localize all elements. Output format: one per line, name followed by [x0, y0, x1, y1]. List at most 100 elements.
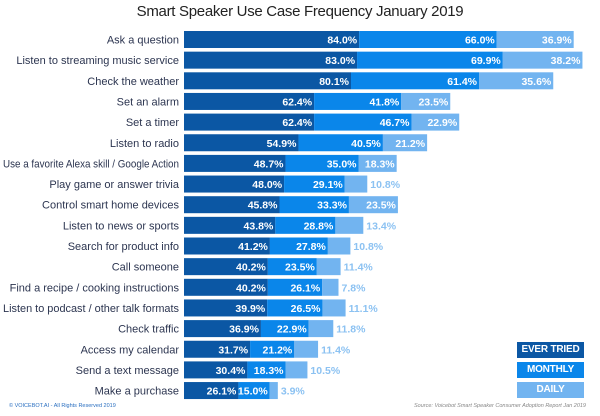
category-label: Make a purchase	[95, 386, 179, 398]
data-label: 54.9%	[267, 138, 297, 150]
data-label: 23.5%	[366, 200, 396, 212]
data-label: 41.8%	[369, 96, 399, 108]
data-label: 15.0%	[238, 386, 268, 398]
data-label: 3.9%	[281, 386, 306, 398]
bar-monthly	[314, 113, 412, 131]
bar-ever-tried	[184, 31, 360, 48]
bar-daily	[316, 258, 341, 276]
category-label: Check traffic	[118, 324, 179, 336]
category-label: Ask a question	[107, 35, 179, 47]
data-label: 31.7%	[218, 344, 248, 356]
data-label: 41.2%	[238, 241, 268, 253]
category-label: Call someone	[112, 262, 179, 274]
data-label: 23.5%	[285, 262, 315, 274]
category-label: Send a text message	[76, 365, 179, 377]
bar-daily	[382, 134, 428, 152]
bar-monthly	[250, 340, 295, 358]
data-label: 18.3%	[254, 365, 284, 377]
chart-title: Smart Speaker Use Case Frequency January…	[136, 3, 464, 20]
bar-daily	[358, 154, 397, 172]
data-label: 69.9%	[471, 55, 501, 67]
data-label: 11.8%	[336, 324, 366, 336]
data-label: 26.5%	[291, 303, 321, 315]
data-label: 29.1%	[313, 179, 343, 191]
bar-monthly	[284, 175, 345, 193]
data-label: 84.0%	[327, 35, 357, 47]
data-label: 13.4%	[366, 220, 396, 232]
bar-ever-tried	[184, 196, 280, 214]
bar-monthly	[279, 196, 349, 214]
data-label: 11.4%	[344, 262, 374, 274]
category-label: Listen to radio	[110, 138, 179, 150]
category-label: Search for product info	[68, 241, 179, 253]
data-label: 26.1%	[290, 282, 320, 294]
bar-daily	[269, 382, 278, 400]
bar-monthly	[267, 278, 323, 296]
bar-ever-tried	[184, 278, 268, 296]
category-label: Play game or answer trivia	[49, 179, 179, 191]
data-label: 22.9%	[427, 117, 457, 129]
bar-ever-tried	[184, 299, 268, 317]
bar-daily	[401, 92, 451, 110]
bar-ever-tried	[184, 175, 285, 193]
category-label: Set a timer	[126, 117, 180, 129]
data-label: 62.4%	[282, 117, 312, 129]
bar-monthly	[357, 51, 503, 69]
bar-monthly	[314, 92, 402, 110]
data-label: 46.7%	[380, 117, 410, 129]
bar-ever-tried	[184, 72, 352, 90]
bar-ever-tried	[184, 340, 251, 358]
data-label: 28.8%	[304, 220, 334, 232]
data-label: 83.0%	[325, 55, 355, 67]
data-label: 66.0%	[465, 35, 495, 47]
data-label: 35.6%	[521, 76, 551, 88]
category-label: Access my calendar	[81, 344, 180, 356]
bar-daily	[496, 31, 574, 48]
data-label: 39.9%	[235, 303, 265, 315]
bar-monthly	[275, 216, 336, 234]
data-label: 40.5%	[351, 138, 381, 150]
data-label: 36.9%	[542, 35, 572, 47]
bar-daily	[327, 237, 351, 255]
category-label: Set an alarm	[117, 96, 179, 108]
bar-daily	[479, 72, 554, 90]
bar-monthly	[351, 72, 480, 90]
data-label: 27.8%	[296, 241, 326, 253]
category-label: Listen to podcast / other talk formats	[3, 303, 179, 315]
bar-monthly	[285, 154, 359, 172]
category-label: Use a favorite Alexa skill / Google Acti…	[3, 158, 179, 170]
bar-monthly	[247, 361, 286, 379]
data-label: 40.2%	[236, 282, 266, 294]
bar-daily	[348, 196, 398, 214]
bar-ever-tried	[184, 134, 299, 152]
data-label: 38.2%	[551, 55, 581, 67]
category-label: Listen to news or sports	[63, 220, 180, 232]
bar-daily	[285, 361, 308, 379]
data-label: 22.9%	[277, 324, 307, 336]
source-text: Source: Voicebot Smart Speaker Consumer …	[413, 403, 586, 409]
bar-daily	[308, 320, 334, 338]
bar-daily	[411, 113, 460, 131]
data-label: 36.9%	[229, 324, 259, 336]
bar-monthly	[267, 299, 323, 317]
category-label: Check the weather	[87, 76, 179, 88]
bar-ever-tried	[184, 361, 248, 379]
data-label: 21.2%	[263, 344, 293, 356]
data-label: 11.4%	[321, 344, 351, 356]
bar-daily	[502, 51, 583, 69]
data-label: 33.3%	[317, 200, 347, 212]
category-label: Listen to streaming music service	[16, 55, 179, 67]
data-label: 61.4%	[447, 76, 477, 88]
data-label: 35.0%	[327, 158, 357, 170]
data-label: 45.8%	[248, 200, 278, 212]
bar-daily	[322, 299, 346, 317]
data-label: 10.8%	[353, 241, 383, 253]
data-label: 48.7%	[254, 158, 284, 170]
data-label: 62.4%	[282, 96, 312, 108]
bar-monthly	[298, 134, 383, 152]
data-label: 40.2%	[236, 262, 266, 274]
bar-daily	[294, 340, 319, 358]
bar-ever-tried	[184, 258, 268, 276]
data-label: 18.3%	[365, 158, 395, 170]
